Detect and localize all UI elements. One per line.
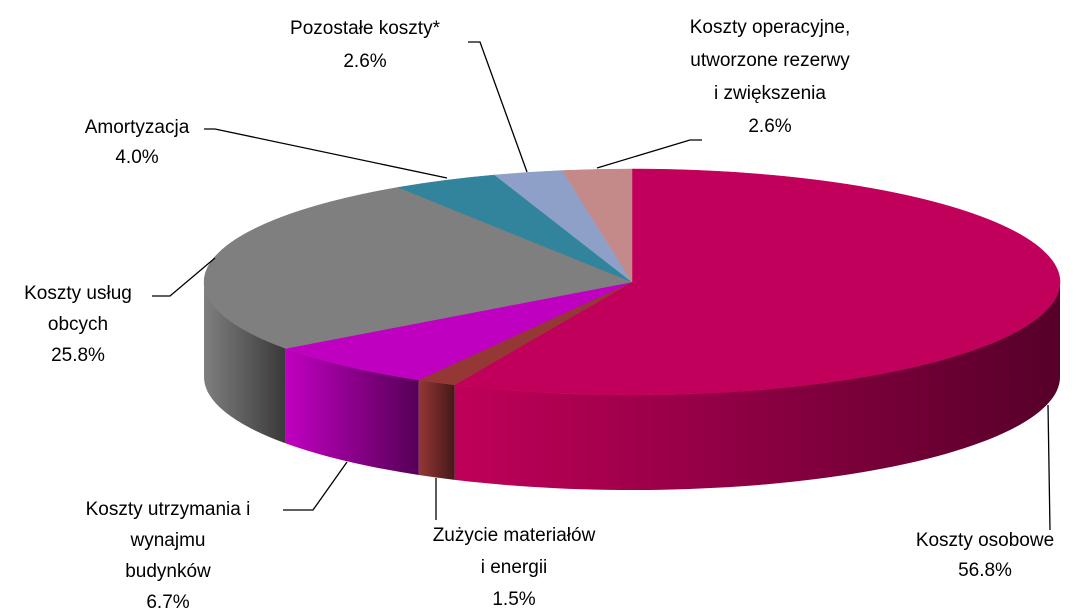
leader-line xyxy=(283,461,348,511)
slice-value: 2.6% xyxy=(343,51,387,72)
leader-line xyxy=(204,128,448,179)
slice-side xyxy=(418,379,455,480)
slice-value: 25.8% xyxy=(51,345,105,366)
slice-value: 56.8% xyxy=(958,560,1012,581)
slice-side xyxy=(454,282,1060,490)
slice-value: 1.5% xyxy=(492,589,536,610)
slice-label: Pozostałe koszty* 2.6% xyxy=(245,12,485,78)
slice-label: Zużycie materiałów i energii 1.5% xyxy=(394,520,634,613)
slice-side xyxy=(285,348,419,475)
slice-value: 2.6% xyxy=(748,116,792,137)
slice-category: Koszty utrzymania i wynajmu budynków xyxy=(85,499,251,582)
slice-category: Koszty usług obcych xyxy=(24,283,132,335)
slice-value: 6.7% xyxy=(146,592,190,613)
leader-line xyxy=(596,139,702,169)
slice-label: Amortyzacja 4.0% xyxy=(17,113,257,173)
slice-category: Koszty operacyjne, utworzone rezerwy i z… xyxy=(689,17,851,104)
slice-side xyxy=(204,282,286,444)
slice-value: 4.0% xyxy=(115,147,159,168)
slice-label: Koszty osobowe 56.8% xyxy=(865,526,1077,586)
leader-line xyxy=(468,41,528,173)
slice-label: Koszty operacyjne, utworzone rezerwy i z… xyxy=(650,11,890,143)
slice-label: Koszty utrzymania i wynajmu budynków 6.7% xyxy=(48,494,288,613)
slice-category: Amortyzacja xyxy=(84,117,190,138)
slice xyxy=(284,281,633,381)
leader-line xyxy=(152,257,216,297)
slice-label: Koszty usług obcych 25.8% xyxy=(0,278,198,371)
slice xyxy=(561,168,633,283)
slice xyxy=(453,168,1061,396)
slice-category: Pozostałe koszty* xyxy=(290,18,440,39)
leader-line xyxy=(1047,404,1051,531)
slice-category: Koszty osobowe xyxy=(915,530,1055,551)
slice-category: Zużycie materiałów i energii xyxy=(432,525,596,578)
